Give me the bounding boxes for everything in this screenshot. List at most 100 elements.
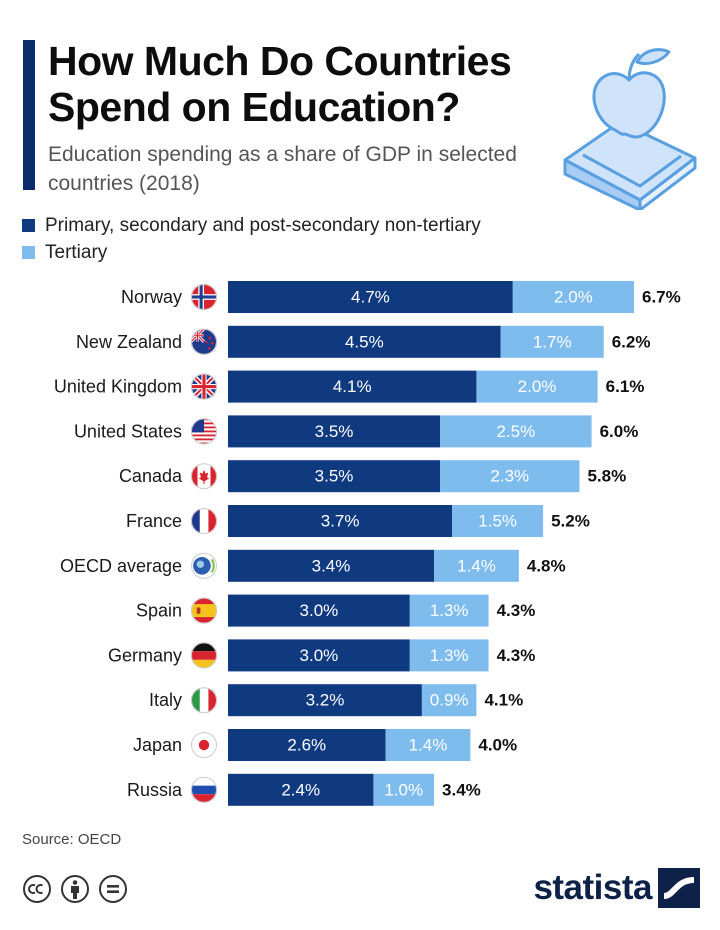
data-label-tertiary: 2.3%	[490, 467, 529, 486]
legend-swatch-primary	[22, 219, 35, 232]
russia-flag-icon	[191, 776, 217, 803]
brand-name: statista	[533, 868, 652, 907]
bar-tertiary	[373, 773, 435, 806]
country-label: Spain	[136, 601, 182, 621]
legend-item-tertiary: Tertiary	[22, 239, 481, 266]
data-label-tertiary: 1.3%	[430, 601, 469, 620]
country-label: Russia	[127, 780, 183, 800]
flag-border	[191, 463, 217, 490]
total-label: 6.0%	[600, 422, 639, 441]
bar-tertiary	[440, 415, 592, 448]
bar-primary	[228, 773, 374, 806]
flag-border	[191, 373, 217, 400]
country-label: Italy	[149, 690, 182, 710]
total-label: 5.8%	[587, 467, 626, 486]
bar-tertiary	[500, 325, 604, 358]
bar-primary	[228, 594, 410, 627]
data-label-tertiary: 1.4%	[457, 556, 496, 575]
flag-border	[191, 597, 217, 624]
flag-border	[191, 776, 217, 803]
data-label-tertiary: 0.9%	[430, 691, 469, 710]
total-label: 5.2%	[551, 512, 590, 531]
total-label: 3.4%	[442, 780, 481, 799]
bar-primary	[228, 460, 441, 493]
data-label-tertiary: 2.5%	[496, 422, 535, 441]
data-label-primary: 3.4%	[312, 556, 351, 575]
bar-primary	[228, 325, 501, 358]
country-label: Japan	[133, 735, 182, 755]
flag-border	[191, 687, 217, 714]
flag-border	[191, 508, 217, 534]
legend-label-tertiary: Tertiary	[45, 241, 108, 263]
bar-tertiary	[421, 684, 477, 717]
data-label-tertiary: 2.0%	[518, 377, 557, 396]
no-derivatives-icon	[99, 875, 127, 903]
france-flag-icon	[191, 508, 217, 534]
total-label: 4.3%	[497, 601, 536, 620]
bar-primary	[228, 639, 410, 672]
country-label: New Zealand	[76, 332, 182, 352]
total-label: 4.1%	[484, 691, 523, 710]
data-label-primary: 3.2%	[306, 691, 345, 710]
bar-tertiary	[385, 729, 471, 761]
data-label-primary: 3.7%	[321, 512, 360, 531]
data-label-primary: 3.5%	[315, 467, 354, 486]
flag-border	[191, 328, 217, 355]
bar-primary	[228, 415, 441, 448]
data-label-primary: 2.4%	[281, 780, 320, 799]
data-label-tertiary: 1.4%	[409, 736, 448, 755]
apple-on-book-icon	[563, 48, 697, 210]
total-label: 4.0%	[478, 736, 517, 755]
legend-label-primary: Primary, secondary and post-secondary no…	[45, 214, 481, 236]
data-label-primary: 4.5%	[345, 332, 384, 351]
flag-border	[191, 284, 217, 310]
bar-primary	[228, 549, 435, 582]
bar-tertiary	[409, 639, 489, 672]
chart-legend: Primary, secondary and post-secondary no…	[22, 212, 481, 266]
country-label: Norway	[121, 287, 182, 307]
total-label: 6.7%	[642, 288, 681, 307]
data-label-tertiary: 1.0%	[384, 780, 423, 799]
bar-tertiary	[409, 594, 489, 627]
creative-commons-icon	[23, 875, 51, 903]
source-note: Source: OECD	[22, 831, 122, 848]
bar-primary	[228, 370, 477, 403]
total-label: 6.2%	[612, 332, 651, 351]
statista-brand: statista	[533, 868, 700, 908]
country-label: OECD average	[60, 556, 182, 576]
page-title: How Much Do Countries Spend on Education…	[48, 38, 512, 130]
statista-logo-icon	[658, 868, 700, 908]
data-label-primary: 3.5%	[315, 422, 354, 441]
bar-primary	[228, 684, 422, 717]
legend-item-primary: Primary, secondary and post-secondary no…	[22, 212, 481, 239]
total-label: 6.1%	[606, 377, 645, 396]
flag-border	[191, 642, 217, 669]
germany-flag-icon	[191, 642, 217, 669]
italy-flag-icon	[191, 687, 217, 714]
data-label-tertiary: 1.5%	[478, 512, 517, 531]
bar-tertiary	[452, 505, 544, 537]
total-label: 4.8%	[527, 556, 566, 575]
country-label: Germany	[108, 645, 182, 665]
data-label-primary: 3.0%	[300, 601, 339, 620]
title-accent-bar	[23, 40, 35, 190]
flag-border	[191, 552, 217, 579]
data-label-primary: 4.7%	[351, 288, 390, 307]
attribution-icon	[61, 875, 89, 903]
stacked-bar-chart: Norway 4.7% 2.0% 6.7% New Zealand 4.5% 1.7% 6.2…	[54, 281, 681, 806]
bar-tertiary	[440, 460, 580, 493]
country-label: Canada	[119, 466, 183, 486]
data-label-tertiary: 1.3%	[430, 646, 469, 665]
country-label: United States	[74, 421, 182, 441]
country-label: United Kingdom	[54, 377, 182, 397]
country-label: France	[126, 511, 182, 531]
bar-tertiary	[512, 281, 634, 313]
bar-primary	[228, 505, 453, 537]
flag-border	[191, 418, 217, 445]
legend-swatch-tertiary	[22, 246, 35, 259]
bar-tertiary	[476, 370, 598, 403]
bar-primary	[228, 281, 513, 313]
bar-tertiary	[434, 549, 519, 582]
page-subtitle: Education spending as a share of GDP in …	[48, 143, 517, 195]
data-label-tertiary: 1.7%	[533, 332, 572, 351]
